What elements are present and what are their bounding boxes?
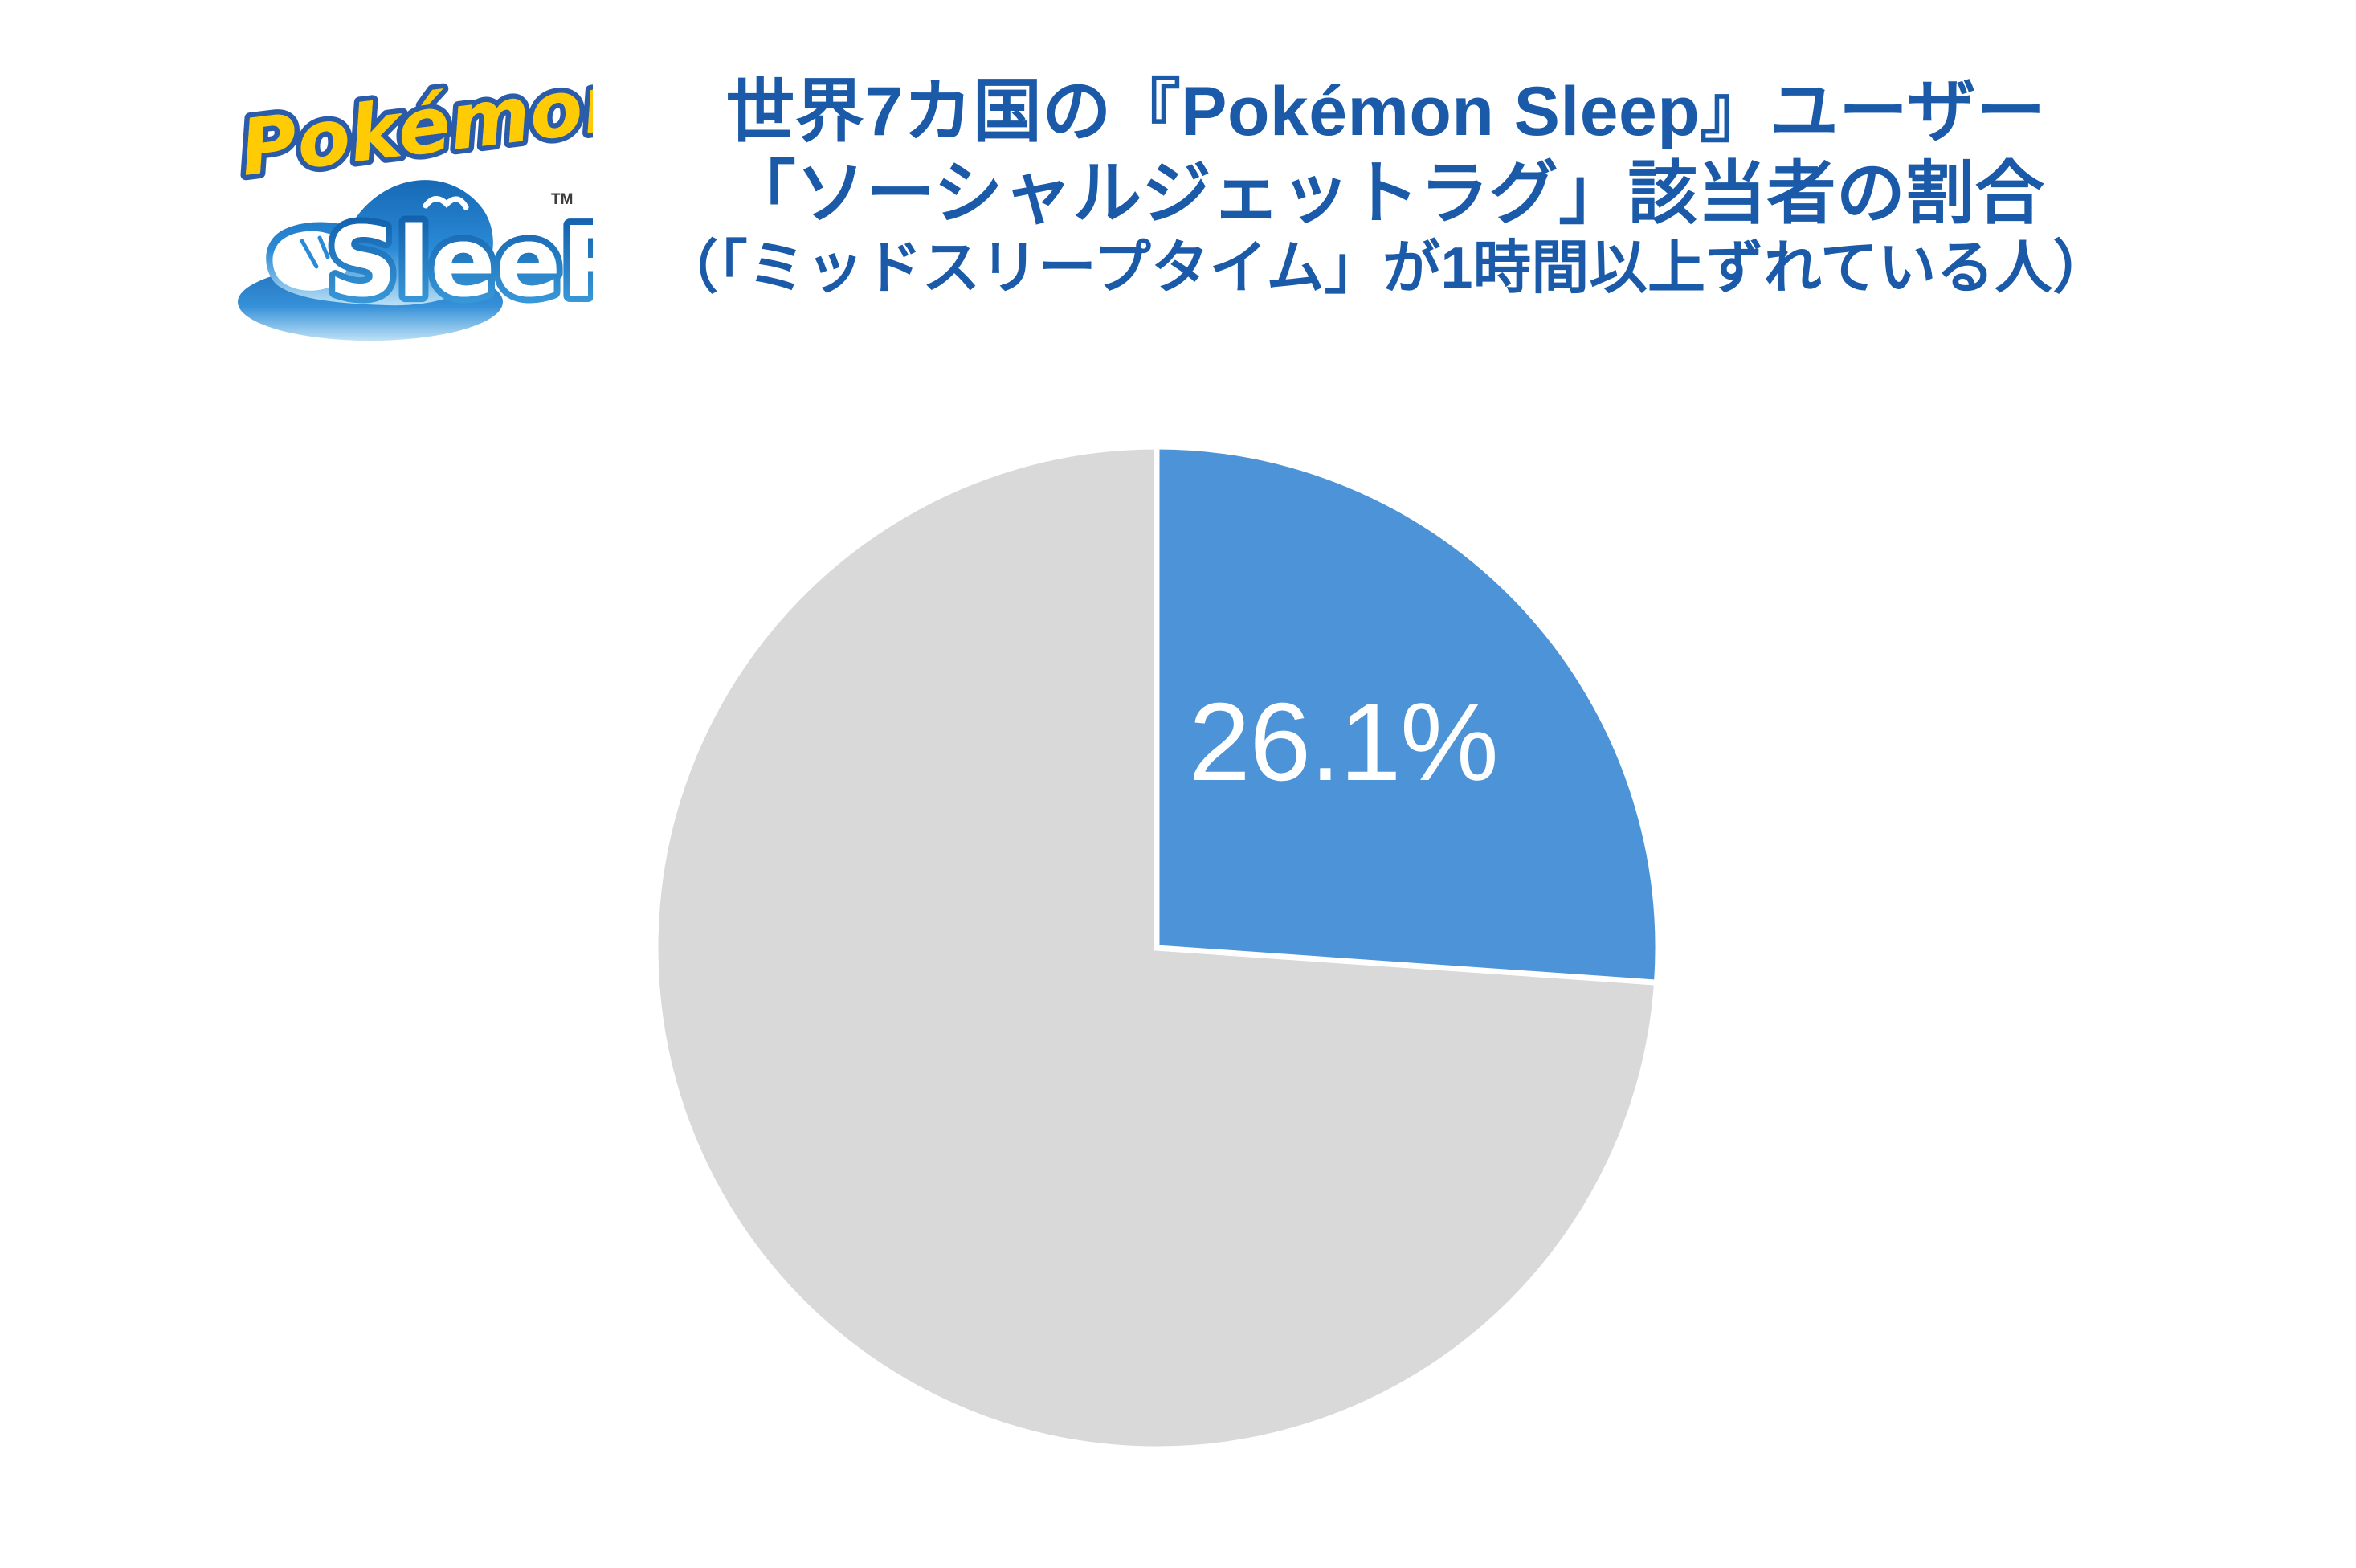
page-title: 世界7カ国の『Pokémon Sleep』ユーザー 「ソーシャルジェットラグ」該…: [610, 77, 2161, 297]
snorlax-silhouette-icon: [238, 180, 503, 341]
header: Pokémon Pokémon TM SleeP SleeP 世界7カ国の『Po…: [0, 0, 2356, 378]
title-line-1: 世界7カ国の『Pokémon Sleep』ユーザー: [725, 73, 2046, 150]
svg-text:SleeP: SleeP: [328, 207, 593, 319]
pie-chart: 26.1%: [0, 378, 2356, 1568]
title-line-3: （「ミッドスリープタイム」が1時間以上ずれている人）: [660, 236, 2111, 300]
pokemon-sleep-logo-icon: Pokémon Pokémon TM SleeP SleeP: [231, 69, 593, 341]
svg-text:SleeP: SleeP: [328, 207, 593, 319]
pie-slice-highlight[interactable]: [1154, 443, 1661, 986]
pokemon-sleep-logo: Pokémon Pokémon TM SleeP SleeP: [230, 69, 593, 352]
title-line-2: 「ソーシャルジェットラグ」該当者の割合: [726, 155, 2045, 232]
pie-chart-svg: [652, 443, 1661, 1452]
trademark-icon: TM: [551, 191, 573, 208]
svg-text:Pokémon: Pokémon: [235, 69, 593, 194]
sleep-wordmark-icon: SleeP SleeP: [321, 201, 593, 325]
